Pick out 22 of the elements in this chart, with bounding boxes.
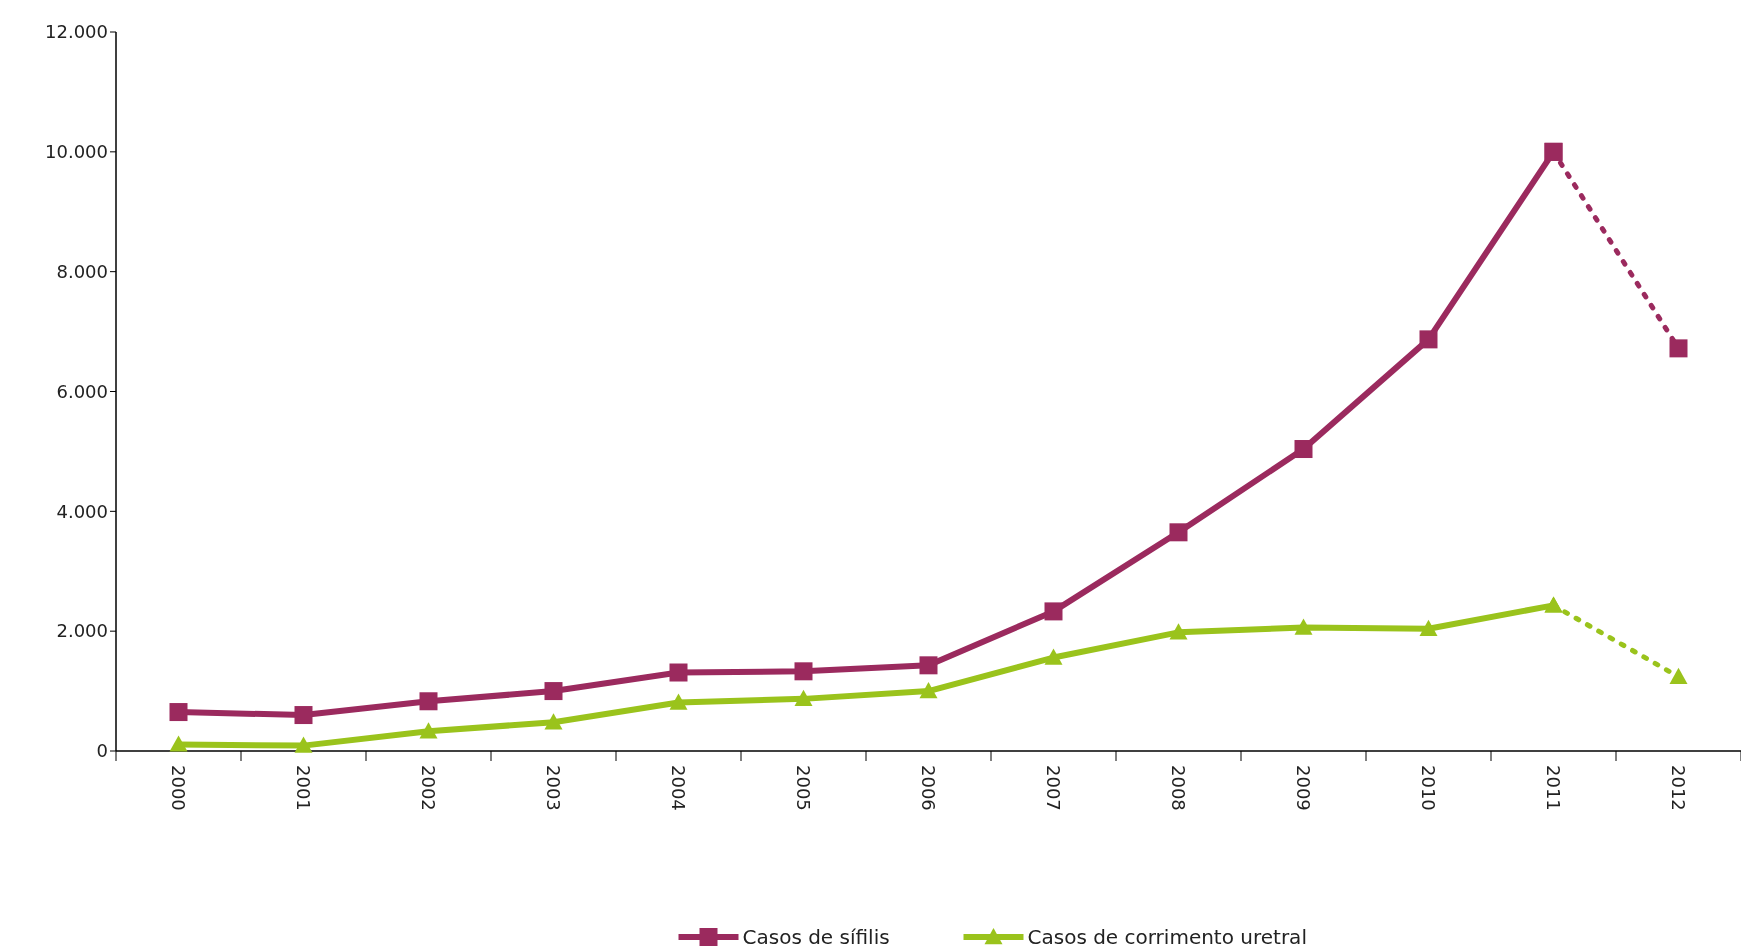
x-tick-label: 2007 — [1043, 765, 1065, 811]
x-tick-label: 2012 — [1668, 765, 1690, 811]
y-tick-label: 6.000 — [56, 380, 108, 402]
x-tick-label: 2008 — [1168, 765, 1190, 811]
x-tick-label: 2006 — [918, 765, 940, 811]
x-tick-label: 2009 — [1293, 765, 1315, 811]
y-tick-label: 4.000 — [56, 500, 108, 522]
x-tick-label: 2001 — [293, 765, 315, 811]
y-tick-label: 2.000 — [56, 620, 108, 642]
x-tick-label: 2003 — [543, 765, 565, 811]
y-tick-label: 0 — [96, 740, 108, 762]
legend-label: Casos de corrimento uretral — [1027, 925, 1307, 949]
y-tick-label: 12.000 — [45, 21, 108, 43]
y-tick-label: 10.000 — [45, 141, 108, 163]
x-tick-label: 2004 — [668, 765, 690, 811]
x-tick-label: 2011 — [1543, 765, 1565, 811]
x-tick-label: 2005 — [793, 765, 815, 811]
legend-label: Casos de sífilis — [742, 925, 890, 949]
x-tick-label: 2010 — [1418, 765, 1440, 811]
x-tick-label: 2002 — [418, 765, 440, 811]
y-tick-label: 8.000 — [56, 260, 108, 282]
x-tick-label: 2000 — [168, 765, 190, 811]
